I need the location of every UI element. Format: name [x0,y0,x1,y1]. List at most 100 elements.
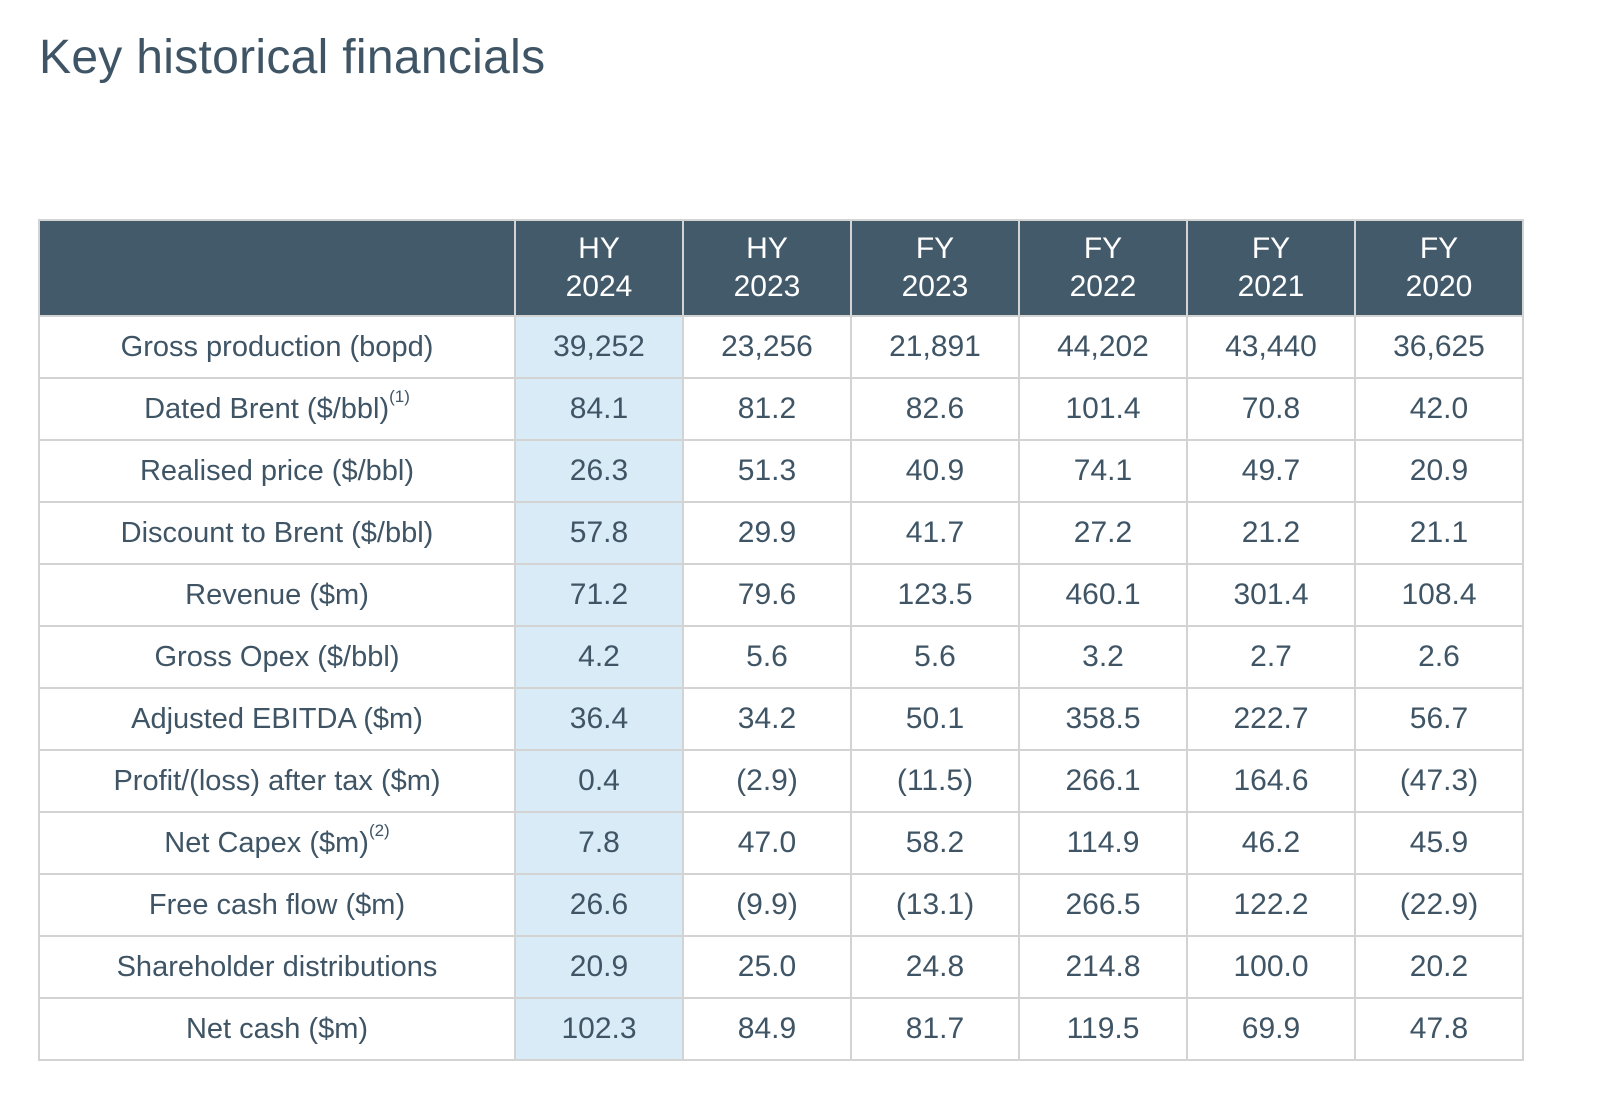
row-label: Discount to Brent ($/bbl) [120,516,434,549]
value-cell: 26.3 [514,439,684,503]
value-cell: 25.0 [682,935,852,999]
value-cell: 57.8 [514,501,684,565]
value-cell: 108.4 [1354,563,1524,627]
value-cell: 26.6 [514,873,684,937]
value-cell: 29.9 [682,501,852,565]
row-label-cell: Profit/(loss) after tax ($m) [38,749,516,813]
row-label: Shareholder distributions [116,950,438,983]
row-label-cell: Net cash ($m) [38,997,516,1061]
row-label-cell: Adjusted EBITDA ($m) [38,687,516,751]
value-cell: 0.4 [514,749,684,813]
footnote-marker: (2) [368,820,390,840]
value-cell: 84.1 [514,377,684,441]
value-cell: 47.0 [682,811,852,875]
value-cell: 358.5 [1018,687,1188,751]
row-label: Revenue ($m) [185,578,369,611]
column-header-period: FY [1419,232,1459,265]
value-cell: (11.5) [850,749,1020,813]
table-header-row: HY 2024 HY 2023 FY 2023 FY 2022 FY 2021 FY 2020 [38,219,1524,317]
value-cell: 47.8 [1354,997,1524,1061]
row-label: Dated Brent ($/bbl) [144,392,390,425]
column-header-period: FY [915,232,955,265]
table-row: Profit/(loss) after tax ($m) 0.4 (2.9) (11.… [38,749,1524,813]
value-cell: 50.1 [850,687,1020,751]
value-cell: 56.7 [1354,687,1524,751]
table-row: Discount to Brent ($/bbl) 57.8 29.9 41.7 27.… [38,501,1524,565]
row-label-cell: Free cash flow ($m) [38,873,516,937]
value-cell: 58.2 [850,811,1020,875]
column-header: FY 2020 [1354,219,1524,317]
row-label-cell: Gross Opex ($/bbl) [38,625,516,689]
row-label-cell: Gross production (bopd) [38,315,516,379]
column-header: HY 2024 [514,219,684,317]
column-header-year: 2023 [901,270,969,303]
value-cell: 119.5 [1018,997,1188,1061]
value-cell: 46.2 [1186,811,1356,875]
table-row: Shareholder distributions 20.9 25.0 24.8 214… [38,935,1524,999]
column-header-period: HY [746,232,788,265]
financials-table: HY 2024 HY 2023 FY 2023 FY 2022 FY 2021 FY 2020 Gro… [38,219,1524,1061]
footnote-marker: (1) [389,386,410,406]
row-label: Net Capex ($m) [164,826,369,859]
value-cell: 7.8 [514,811,684,875]
value-cell: 301.4 [1186,563,1356,627]
value-cell: 42.0 [1354,377,1524,441]
value-cell: 20.2 [1354,935,1524,999]
value-cell: 34.2 [682,687,852,751]
table-row: Gross production (bopd) 39,252 23,256 21,89… [38,315,1524,379]
value-cell: 40.9 [850,439,1020,503]
value-cell: (47.3) [1354,749,1524,813]
value-cell: 36,625 [1354,315,1524,379]
value-cell: 20.9 [514,935,684,999]
value-cell: 41.7 [850,501,1020,565]
table-row: Net cash ($m) 102.3 84.9 81.7 119.5 69.9 47.8 [38,997,1524,1061]
value-cell: 84.9 [682,997,852,1061]
column-header-period: FY [1251,232,1291,265]
column-header-period: FY [1083,232,1123,265]
value-cell: 164.6 [1186,749,1356,813]
value-cell: 114.9 [1018,811,1188,875]
value-cell: 222.7 [1186,687,1356,751]
value-cell: 23,256 [682,315,852,379]
value-cell: 460.1 [1018,563,1188,627]
value-cell: 81.7 [850,997,1020,1061]
row-label-cell: Revenue ($m) [38,563,516,627]
column-header-year: 2022 [1069,270,1137,303]
value-cell: 266.1 [1018,749,1188,813]
row-label-cell: Net Capex ($m)(2) [38,811,516,875]
table-row: Free cash flow ($m) 26.6 (9.9) (13.1) 266.5 1… [38,873,1524,937]
value-cell: 39,252 [514,315,684,379]
row-label: Free cash flow ($m) [148,888,406,921]
value-cell: 27.2 [1018,501,1188,565]
table-row: Adjusted EBITDA ($m) 36.4 34.2 50.1 358.5 222… [38,687,1524,751]
row-label-cell: Dated Brent ($/bbl)(1) [38,377,516,441]
column-header: FY 2022 [1018,219,1188,317]
value-cell: 79.6 [682,563,852,627]
table-row: Realised price ($/bbl) 26.3 51.3 40.9 74.1 49… [38,439,1524,503]
value-cell: 45.9 [1354,811,1524,875]
value-cell: 74.1 [1018,439,1188,503]
value-cell: 20.9 [1354,439,1524,503]
table-row: Gross Opex ($/bbl) 4.2 5.6 5.6 3.2 2.7 2.6 [38,625,1524,689]
value-cell: 82.6 [850,377,1020,441]
value-cell: 5.6 [682,625,852,689]
value-cell: 5.6 [850,625,1020,689]
table-body: Gross production (bopd) 39,252 23,256 21,89… [38,315,1524,1061]
value-cell: (22.9) [1354,873,1524,937]
value-cell: 36.4 [514,687,684,751]
value-cell: 81.2 [682,377,852,441]
column-header: HY 2023 [682,219,852,317]
value-cell: 4.2 [514,625,684,689]
column-header: FY 2021 [1186,219,1356,317]
row-label-cell: Shareholder distributions [38,935,516,999]
column-header-year: 2023 [733,270,801,303]
value-cell: (2.9) [682,749,852,813]
column-header-period: HY [578,232,620,265]
row-label: Realised price ($/bbl) [139,454,414,487]
value-cell: 51.3 [682,439,852,503]
column-header-year: 2020 [1405,270,1473,303]
header-corner-cell [38,219,516,317]
value-cell: 44,202 [1018,315,1188,379]
value-cell: 3.2 [1018,625,1188,689]
value-cell: 122.2 [1186,873,1356,937]
